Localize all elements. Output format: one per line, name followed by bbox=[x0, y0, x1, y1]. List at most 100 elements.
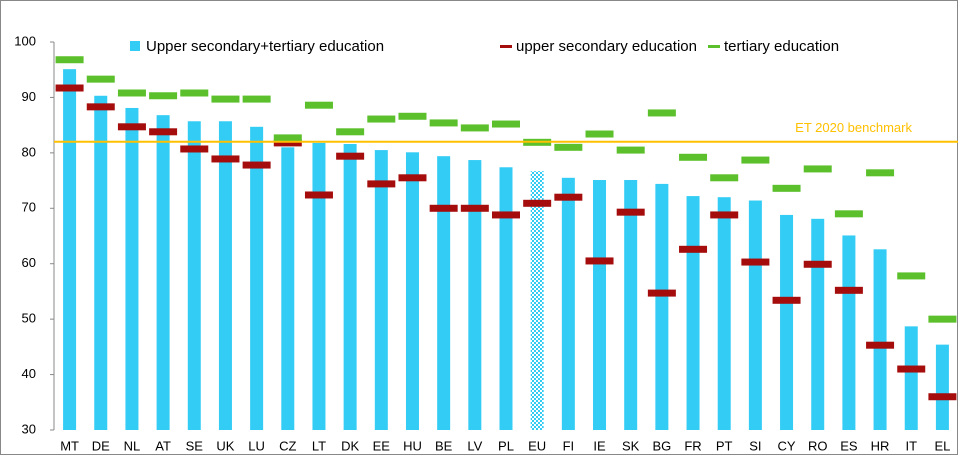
x-tick-label: LV bbox=[467, 438, 482, 453]
y-tick-label: 100 bbox=[14, 33, 36, 48]
x-tick-label: DK bbox=[341, 438, 359, 453]
x-tick-label: FR bbox=[684, 438, 701, 453]
bar bbox=[218, 121, 232, 431]
marker bbox=[772, 296, 801, 304]
bar bbox=[63, 69, 77, 430]
marker bbox=[273, 134, 302, 142]
legend-swatch bbox=[500, 45, 512, 48]
x-tick-label: UK bbox=[216, 438, 234, 453]
marker bbox=[710, 211, 739, 219]
bar bbox=[624, 180, 638, 430]
bar bbox=[187, 121, 201, 431]
marker bbox=[398, 174, 427, 182]
y-tick-label: 50 bbox=[22, 311, 36, 326]
marker bbox=[149, 92, 178, 100]
x-tick-label: PT bbox=[716, 438, 733, 453]
marker bbox=[803, 165, 832, 173]
marker bbox=[149, 128, 178, 136]
x-tick-label: HU bbox=[403, 438, 422, 453]
bar bbox=[561, 177, 575, 430]
x-tick-label: LU bbox=[248, 438, 265, 453]
marker bbox=[460, 204, 489, 212]
x-tick-label: SI bbox=[749, 438, 761, 453]
y-tick-label: 90 bbox=[22, 89, 36, 104]
marker bbox=[897, 365, 926, 373]
marker bbox=[86, 75, 115, 83]
legend-swatch bbox=[130, 41, 140, 51]
bar bbox=[811, 218, 825, 430]
marker bbox=[834, 286, 863, 294]
x-tick-label: PL bbox=[498, 438, 514, 453]
marker bbox=[55, 56, 84, 64]
bar bbox=[499, 167, 513, 431]
marker bbox=[492, 120, 520, 128]
marker bbox=[741, 156, 770, 164]
legend-swatch bbox=[708, 45, 720, 48]
y-tick-label: 30 bbox=[22, 421, 36, 436]
x-tick-label: EL bbox=[934, 438, 950, 453]
bar bbox=[374, 150, 388, 431]
bar bbox=[437, 156, 451, 430]
marker bbox=[398, 112, 427, 120]
x-tick-label: MT bbox=[60, 438, 79, 453]
x-tick-label: AT bbox=[155, 438, 171, 453]
x-tick-label: IT bbox=[905, 438, 917, 453]
marker bbox=[180, 89, 209, 97]
marker bbox=[367, 115, 396, 123]
marker bbox=[86, 103, 115, 111]
marker bbox=[429, 119, 458, 127]
marker bbox=[211, 155, 240, 163]
x-tick-label: NL bbox=[124, 438, 141, 453]
marker bbox=[741, 258, 770, 266]
marker bbox=[429, 204, 458, 212]
bar bbox=[842, 235, 856, 430]
marker bbox=[460, 124, 489, 132]
marker bbox=[834, 210, 863, 218]
marker bbox=[304, 101, 333, 109]
marker bbox=[211, 95, 240, 103]
marker bbox=[117, 123, 146, 131]
bar bbox=[343, 143, 357, 430]
bar bbox=[717, 197, 731, 430]
marker bbox=[523, 199, 552, 207]
bar bbox=[655, 183, 669, 430]
x-tick-label: IE bbox=[593, 438, 606, 453]
bar bbox=[312, 142, 326, 430]
marker bbox=[803, 260, 832, 268]
marker bbox=[710, 174, 739, 182]
x-tick-label: CZ bbox=[279, 438, 296, 453]
bar bbox=[686, 196, 700, 430]
marker bbox=[616, 146, 645, 154]
x-tick-label: CY bbox=[778, 438, 796, 453]
y-tick-label: 70 bbox=[22, 200, 36, 215]
marker bbox=[180, 145, 209, 153]
x-tick-label: BE bbox=[435, 438, 453, 453]
y-tick-label: 60 bbox=[22, 255, 36, 270]
marker bbox=[554, 193, 583, 201]
x-tick-label: EU bbox=[528, 438, 546, 453]
reference-label: ET 2020 benchmark bbox=[795, 120, 912, 135]
marker bbox=[492, 211, 520, 219]
marker bbox=[273, 139, 302, 147]
marker bbox=[928, 315, 957, 323]
bar bbox=[530, 171, 544, 431]
marker bbox=[304, 191, 333, 199]
bar bbox=[593, 180, 607, 430]
bar bbox=[748, 200, 762, 430]
bar bbox=[125, 107, 139, 431]
x-tick-label: EE bbox=[373, 438, 391, 453]
marker bbox=[117, 89, 146, 97]
x-tick-label: SE bbox=[186, 438, 204, 453]
bar bbox=[405, 152, 419, 430]
marker bbox=[336, 152, 365, 160]
bar bbox=[935, 344, 949, 430]
marker bbox=[242, 161, 271, 169]
marker bbox=[367, 180, 396, 188]
x-tick-label: BG bbox=[652, 438, 671, 453]
marker bbox=[772, 184, 801, 192]
x-tick-label: DE bbox=[92, 438, 110, 453]
marker bbox=[585, 257, 614, 265]
bar bbox=[904, 326, 918, 430]
bar bbox=[156, 115, 170, 430]
x-tick-label: ES bbox=[840, 438, 858, 453]
